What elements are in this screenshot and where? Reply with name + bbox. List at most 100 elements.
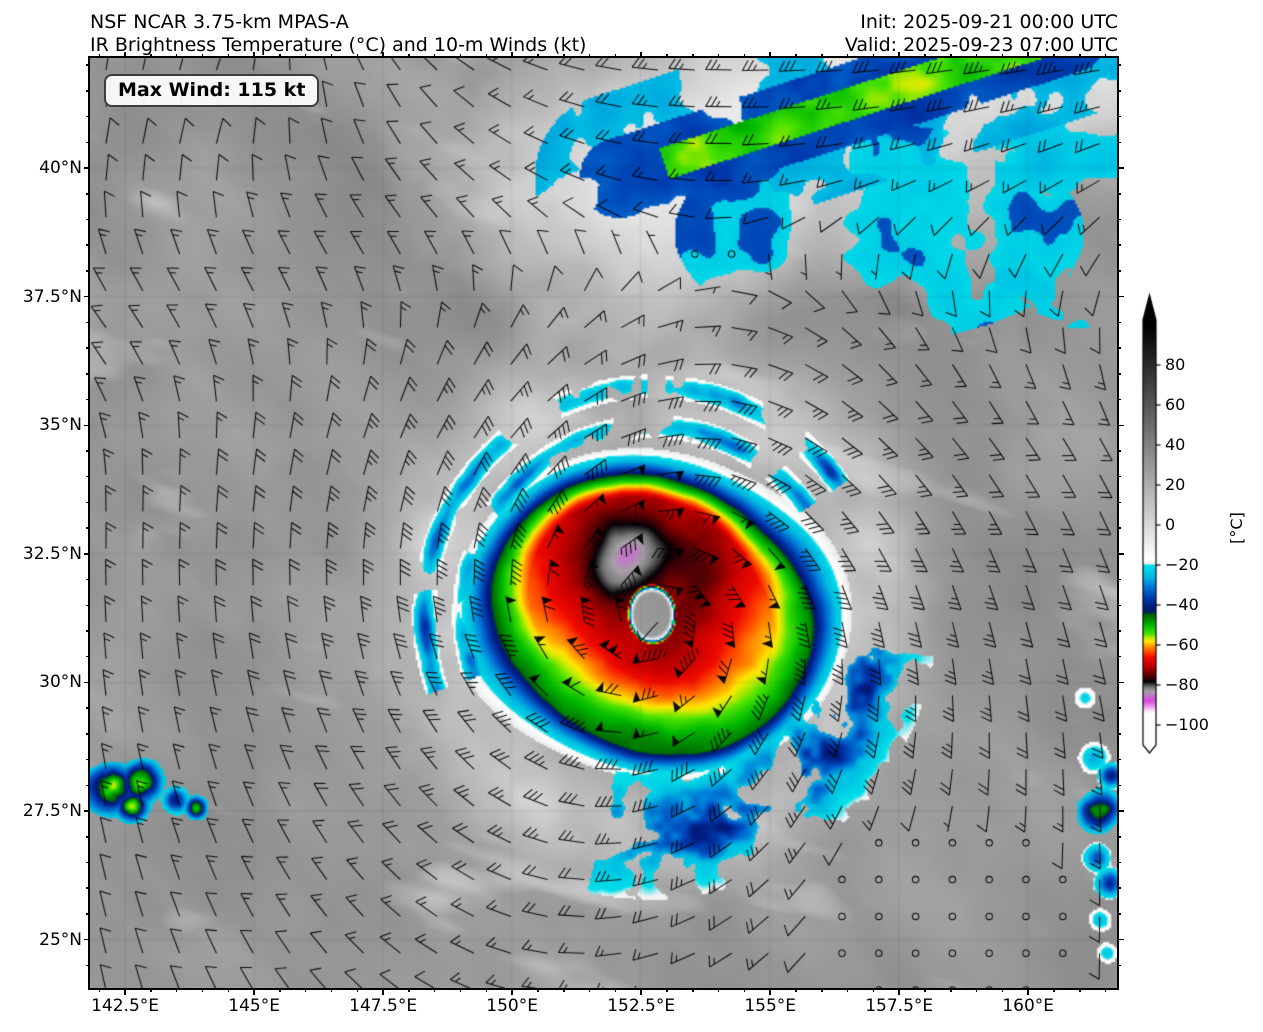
y-tick-label: 40°N [39, 158, 82, 179]
x-axis-tick [408, 990, 410, 993]
y-axis-tick [85, 655, 88, 658]
x-axis-tick [304, 53, 307, 56]
x-axis-tick [1104, 990, 1107, 993]
x-axis-tick [846, 53, 849, 56]
x-axis-tick [950, 990, 952, 993]
y-axis-tick [1119, 604, 1122, 607]
y-axis-tick [1119, 90, 1122, 92]
x-axis-tick [175, 53, 178, 56]
y-axis-tick [83, 938, 88, 941]
wind-barb-canvas [90, 58, 1117, 988]
x-axis-tick [201, 53, 204, 56]
x-axis-tick [253, 51, 255, 56]
y-axis-tick [1119, 913, 1122, 915]
x-tick-label: 152.5°E [607, 996, 676, 1016]
y-axis-tick [85, 887, 88, 889]
y-axis-tick [1119, 681, 1124, 684]
y-tick-label: 27.5°N [22, 801, 82, 822]
y-axis-tick [85, 707, 88, 709]
init-time: Init: 2025-09-21 00:00 UTC [860, 11, 1118, 33]
y-axis-tick [85, 244, 88, 246]
x-axis-tick [511, 990, 513, 995]
x-axis-tick [614, 990, 617, 993]
x-axis-tick [1053, 990, 1055, 993]
y-axis-tick [1119, 861, 1122, 864]
x-axis-tick [924, 53, 926, 56]
x-axis-tick [408, 53, 410, 56]
x-axis-tick [821, 990, 823, 993]
y-axis-tick [85, 193, 88, 195]
x-axis-tick [485, 990, 488, 993]
x-axis-tick [227, 53, 230, 56]
x-axis-tick [150, 990, 152, 993]
y-axis-tick [85, 836, 88, 838]
y-axis-tick [1119, 810, 1124, 812]
x-axis-tick [356, 53, 359, 56]
x-tick-label: 155°E [744, 996, 797, 1016]
y-axis-tick [85, 733, 88, 735]
y-axis-tick [1119, 887, 1122, 889]
y-tick-label: 32.5°N [22, 543, 82, 564]
x-axis-tick [898, 990, 900, 995]
x-axis-tick [98, 53, 101, 56]
y-axis-tick [85, 604, 88, 607]
y-axis-tick [1119, 193, 1122, 195]
x-axis-tick [717, 990, 720, 993]
x-axis-tick [588, 990, 591, 993]
colorbar-tick-label: −60 [1165, 635, 1199, 654]
title-line-2: IR Brightness Temperature (°C) and 10-m … [90, 34, 587, 56]
y-axis-tick [1119, 938, 1124, 941]
y-axis-tick [85, 475, 88, 478]
x-axis-tick [692, 990, 694, 993]
x-axis-tick [563, 990, 565, 993]
x-axis-tick [459, 53, 462, 56]
x-axis-tick [872, 990, 875, 993]
y-axis-tick [85, 398, 88, 401]
x-axis-tick [666, 53, 668, 56]
x-axis-tick [769, 51, 771, 56]
y-axis-tick [85, 758, 88, 761]
x-tick-label: 142.5°E [91, 996, 160, 1016]
x-axis-tick [124, 51, 126, 56]
y-axis-tick [85, 373, 88, 375]
x-axis-tick [253, 990, 255, 995]
x-axis-tick [304, 990, 307, 993]
colorbar-tick-label: −80 [1165, 675, 1199, 694]
x-axis-tick [537, 53, 539, 56]
y-axis-tick [85, 218, 88, 221]
x-axis-tick [898, 51, 900, 56]
y-axis-tick [1119, 733, 1122, 735]
x-axis-tick [666, 990, 668, 993]
run-times: Init: 2025-09-21 00:00 UTC Valid: 2025-0… [845, 11, 1118, 57]
x-tick-label: 160°E [1002, 996, 1055, 1016]
y-axis-tick [1119, 836, 1122, 838]
colorbar-tick-label: −40 [1165, 595, 1199, 614]
y-axis-tick [1119, 527, 1122, 529]
y-axis-tick [1119, 244, 1122, 246]
x-axis-tick [1001, 53, 1004, 56]
y-axis-tick [1119, 784, 1122, 787]
x-tick-label: 145°E [228, 996, 280, 1016]
y-axis-tick [83, 681, 88, 684]
x-axis-tick [98, 990, 101, 993]
y-axis-tick [1119, 295, 1124, 298]
y-axis-tick [85, 347, 88, 349]
x-axis-tick [227, 990, 230, 993]
x-axis-tick [485, 53, 488, 56]
y-axis-tick [83, 424, 88, 427]
colorbar-tick-label: −100 [1165, 715, 1209, 734]
y-axis-tick [85, 913, 88, 915]
y-axis-tick [85, 630, 88, 632]
x-axis-tick [124, 990, 126, 995]
y-axis-tick [83, 553, 88, 555]
colorbar-tick-label: −20 [1165, 555, 1199, 574]
x-axis-tick [537, 990, 539, 993]
x-axis-tick [150, 53, 152, 56]
x-axis-tick [846, 990, 849, 993]
y-axis-tick [1119, 475, 1122, 478]
colorbar-tick-label: 40 [1165, 435, 1186, 454]
x-tick-label: 147.5°E [349, 996, 418, 1016]
x-axis-tick [382, 51, 384, 56]
colorbar-tick-label: 80 [1165, 355, 1186, 374]
